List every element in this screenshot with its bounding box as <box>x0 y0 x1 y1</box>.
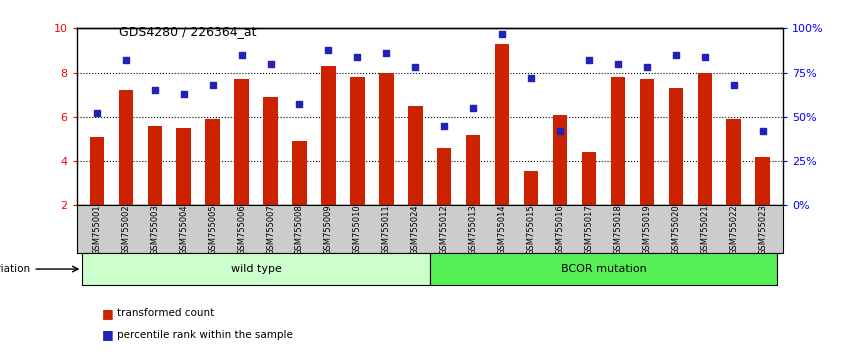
Text: wild type: wild type <box>231 264 282 274</box>
Bar <box>430 253 777 285</box>
Bar <box>524 171 539 205</box>
Point <box>582 57 596 63</box>
Bar <box>205 119 220 205</box>
Bar <box>437 148 452 205</box>
Bar <box>495 44 510 205</box>
Bar <box>727 119 741 205</box>
Point <box>524 75 538 81</box>
Point <box>495 31 509 36</box>
Point <box>669 52 683 58</box>
Point <box>756 128 769 134</box>
Bar <box>379 73 393 205</box>
Bar <box>350 77 364 205</box>
Text: genotype/variation: genotype/variation <box>0 264 31 274</box>
Text: percentile rank within the sample: percentile rank within the sample <box>117 330 294 339</box>
Bar <box>83 253 430 285</box>
Bar <box>669 88 683 205</box>
Point <box>611 61 625 67</box>
Point <box>235 52 248 58</box>
Bar <box>263 97 277 205</box>
Point <box>437 123 451 129</box>
Bar <box>118 90 133 205</box>
Point <box>380 50 393 56</box>
Point <box>264 61 277 67</box>
Text: ■: ■ <box>102 328 114 341</box>
Text: GDS4280 / 226364_at: GDS4280 / 226364_at <box>119 25 257 38</box>
Point <box>553 128 567 134</box>
Bar <box>147 126 162 205</box>
Point <box>322 47 335 52</box>
Bar <box>292 141 306 205</box>
Bar <box>640 79 654 205</box>
Point <box>727 82 740 88</box>
Text: transformed count: transformed count <box>117 308 214 318</box>
Bar <box>321 66 335 205</box>
Bar <box>466 135 481 205</box>
Bar <box>553 115 568 205</box>
Bar <box>234 79 248 205</box>
Point <box>148 87 162 93</box>
Point <box>293 102 306 107</box>
Point <box>698 54 711 59</box>
Bar <box>176 128 191 205</box>
Point <box>90 110 104 116</box>
Text: BCOR mutation: BCOR mutation <box>561 264 646 274</box>
Point <box>408 64 422 70</box>
Point <box>119 57 133 63</box>
Bar <box>408 106 422 205</box>
Point <box>466 105 480 111</box>
Point <box>351 54 364 59</box>
Bar <box>611 77 625 205</box>
Point <box>177 91 191 97</box>
Text: ■: ■ <box>102 307 114 320</box>
Bar <box>89 137 104 205</box>
Point <box>206 82 220 88</box>
Point <box>640 64 654 70</box>
Bar <box>756 156 770 205</box>
Bar <box>698 73 712 205</box>
Bar <box>582 152 597 205</box>
